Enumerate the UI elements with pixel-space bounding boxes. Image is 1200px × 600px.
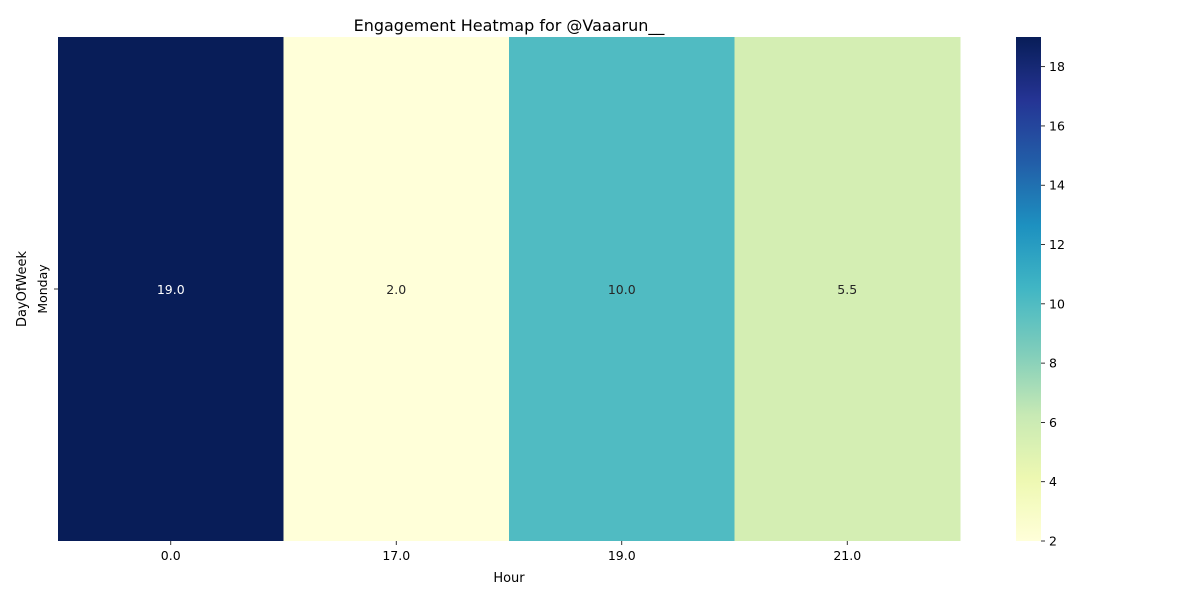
heatmap-cell [734, 37, 961, 541]
x-tick-label: 19.0 [608, 548, 636, 563]
cell-value-label: 10.0 [608, 282, 636, 297]
colorbar-tick-label: 4 [1049, 474, 1057, 489]
colorbar-tick-label: 18 [1049, 59, 1065, 74]
heatmap-cell [58, 37, 284, 541]
colorbar-tick-label: 2 [1049, 534, 1057, 549]
x-axis-label: Hour [493, 571, 525, 586]
heatmap-cell [283, 37, 510, 541]
colorbar-tick-label: 6 [1049, 415, 1057, 430]
cell-value-label: 5.5 [837, 282, 857, 297]
cell-value-label: 19.0 [157, 282, 185, 297]
heatmap-cell [509, 37, 735, 541]
colorbar-tick-label: 16 [1049, 118, 1065, 133]
y-tick-label: Monday [35, 264, 50, 314]
heatmap-cells: 19.0 2.0 10.0 5.5 [58, 37, 961, 541]
colorbar [1016, 37, 1041, 541]
y-axis: Monday [35, 264, 58, 314]
cell-value-label: 2.0 [386, 282, 406, 297]
colorbar-tick-label: 14 [1049, 178, 1065, 193]
x-tick-label: 0.0 [161, 548, 181, 563]
y-axis-label: DayOfWeek [15, 250, 30, 327]
x-tick-label: 17.0 [382, 548, 410, 563]
x-axis: 0.0 17.0 19.0 21.0 [161, 541, 861, 563]
colorbar-axis: 2 4 6 8 10 12 14 16 18 [1041, 59, 1065, 549]
chart-title: Engagement Heatmap for @Vaaarun__ [354, 16, 666, 36]
colorbar-tick-label: 8 [1049, 356, 1057, 371]
colorbar-tick-label: 12 [1049, 237, 1065, 252]
x-tick-label: 21.0 [833, 548, 861, 563]
colorbar-tick-label: 10 [1049, 296, 1065, 311]
